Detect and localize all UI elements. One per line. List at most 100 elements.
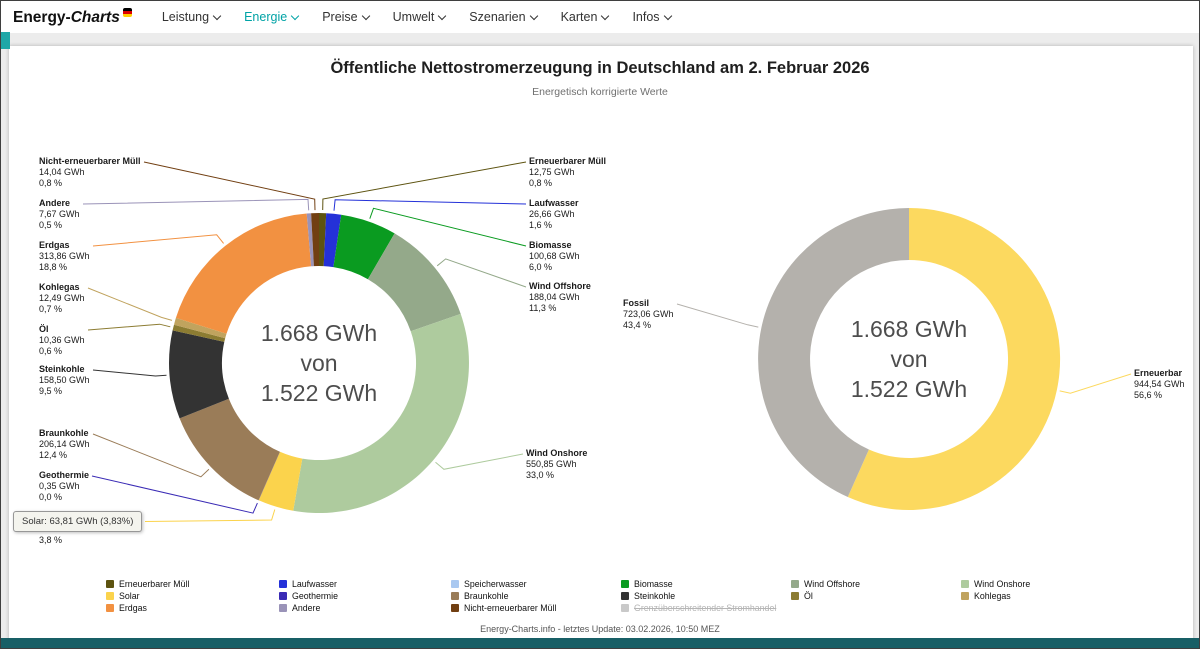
chart-tooltip-solar: Solar: 63,81 GWh (3,83%) [13,511,143,532]
label-kohlegas: Kohlegas 12,49 GWh 0,7 % [39,282,85,314]
label-geothermie: Geothermie 0,35 GWh 0,0 % [39,470,90,502]
donut-segment[interactable] [172,324,226,342]
legend-item-steinkohle[interactable]: Steinkohle [621,591,791,601]
legend-swatch [106,591,114,600]
nav-item-umwelt[interactable]: Umwelt [393,10,447,24]
legend-item-erdgas[interactable]: Erdgas [106,603,279,613]
legend-item-laufwasser[interactable]: Laufwasser [279,579,451,589]
donut-left-center-text: 1.668 GWh von 1.522 GWh [199,318,439,408]
donut-segment[interactable] [169,330,229,419]
legend-item-andere[interactable]: Andere [279,603,451,613]
donut-segment[interactable] [175,213,312,334]
chevron-down-icon [663,11,672,20]
label-wind-onshore: Wind Onshore 550,85 GWh 33,0 % [526,448,588,480]
legend-item-nicht-erneuerbarer-muell[interactable]: Nicht-erneuerbarer Müll [451,603,621,613]
label-fossil: Fossil 723,06 GWh 43,4 % [623,298,674,330]
footer-text: Energy-Charts.info - letztes Update: 03.… [480,624,720,634]
legend-swatch [451,579,459,588]
nav-item-infos[interactable]: Infos [632,10,672,24]
legend-swatch [621,591,629,600]
legend-swatch [106,603,114,612]
legend-item-grenzueberschreitender-stromhandel[interactable]: Grenzüberschreitender Stromhandel [621,603,791,613]
nav-item-preise[interactable]: Preise [322,10,370,24]
donut-segment[interactable] [174,317,227,339]
center-von: von [300,350,338,376]
donut-segment[interactable] [258,451,303,511]
label-braunkohle: Braunkohle 206,14 GWh 12,4 % [39,428,90,460]
legend-swatch [451,603,459,612]
legend-column: Biomasse Steinkohle Grenzüberschreitende… [621,579,791,613]
page-title: Öffentliche Nettostromerzeugung in Deuts… [330,59,870,77]
legend-item-biomasse[interactable]: Biomasse [621,579,791,589]
legend-item-braunkohle[interactable]: Braunkohle [451,591,621,601]
label-biomasse: Biomasse 100,68 GWh 6,0 % [529,240,580,272]
legend-item-kohlegas[interactable]: Kohlegas [961,591,1030,601]
legend-column: Wind Onshore Kohlegas [961,579,1030,612]
donut-segment[interactable] [847,207,1061,511]
donut-right-center-text: 1.668 GWh von 1.522 GWh [789,314,1029,404]
side-accent-bar [1,32,10,49]
legend-swatch [279,579,287,588]
page-subtitle: Energetisch korrigierte Werte [532,86,668,98]
label-erneuerbar: Erneuerbar 944,54 GWh 56,6 % [1134,368,1185,400]
chevron-down-icon [438,11,447,20]
nav-item-leistung[interactable]: Leistung [161,10,222,24]
legend-item-wind-onshore[interactable]: Wind Onshore [961,579,1030,589]
legend-item-geothermie[interactable]: Geothermie [279,591,451,601]
center-load: 1.522 GWh [850,376,968,402]
legend-column: Wind Offshore Öl [791,579,961,612]
donut-segment[interactable] [367,233,461,332]
legend-item-wind-offshore[interactable]: Wind Offshore [791,579,961,589]
logo-text-bold: Energy- [13,8,71,26]
donut-segment[interactable] [179,398,280,501]
chevron-down-icon [212,11,222,20]
donut-segment[interactable] [306,213,314,267]
legend-swatch [791,579,799,588]
legend-swatch [621,603,629,612]
label-laufwasser: Laufwasser 26,66 GWh 1,6 % [529,198,579,230]
label-andere: Andere 7,67 GWh 0,5 % [39,198,80,230]
nav-item-label: Karten [560,10,598,24]
donut-segment[interactable] [293,313,469,514]
nav-item-karten[interactable]: Karten [560,10,610,24]
legend-item-erneuerbarer-muell[interactable]: Erneuerbarer Müll [106,579,279,589]
label-steinkohle: Steinkohle 158,50 GWh 9,5 % [39,364,90,396]
nav-item-label: Preise [322,10,358,24]
donut-segment[interactable] [323,213,342,268]
legend: Erneuerbarer Müll Solar Erdgas Laufwasse… [106,579,1030,613]
german-flag-icon [122,7,132,17]
center-total: 1.668 GWh [260,320,378,346]
nav-item-szenarien[interactable]: Szenarien [469,10,538,24]
legend-swatch [621,579,629,588]
legend-swatch [279,603,287,612]
nav-item-label: Energie [244,10,288,24]
legend-swatch [279,591,287,600]
nav-item-energie[interactable]: Energie [244,10,300,24]
donut-segment[interactable] [311,212,319,267]
nav-menu: Leistung Energie Preise Umwelt Szenarien… [161,10,672,24]
label-solar-percent: 3,8 % [39,535,63,545]
bottom-bar [1,638,1199,648]
legend-item-oel[interactable]: Öl [791,591,961,601]
legend-column: Laufwasser Geothermie Andere [279,579,451,613]
center-von: von [890,346,928,372]
label-erneuerbarer-muell: Erneuerbarer Müll 12,75 GWh 0,8 % [529,156,607,188]
legend-item-speicherwasser[interactable]: Speicherwasser [451,579,621,589]
legend-swatch [961,579,969,588]
nav-item-label: Leistung [161,10,210,24]
center-total: 1.668 GWh [850,316,968,342]
legend-swatch [791,591,799,600]
label-erdgas: Erdgas 313,86 GWh 18,8 % [39,240,90,272]
donut-segment[interactable] [758,208,909,497]
chevron-down-icon [529,11,538,20]
donut-segment[interactable] [258,451,281,501]
legend-item-solar[interactable]: Solar [106,591,279,601]
legend-swatch [451,591,459,600]
logo[interactable]: Energy-Charts [13,7,132,27]
label-nicht-erneuerbarer-muell: Nicht-erneuerbarer Müll 14,04 GWh 0,8 % [39,156,141,188]
legend-column: Erneuerbarer Müll Solar Erdgas [106,579,279,613]
label-oel: Öl 10,36 GWh 0,6 % [39,324,85,356]
donut-segment[interactable] [319,213,327,267]
legend-swatch [106,579,114,588]
